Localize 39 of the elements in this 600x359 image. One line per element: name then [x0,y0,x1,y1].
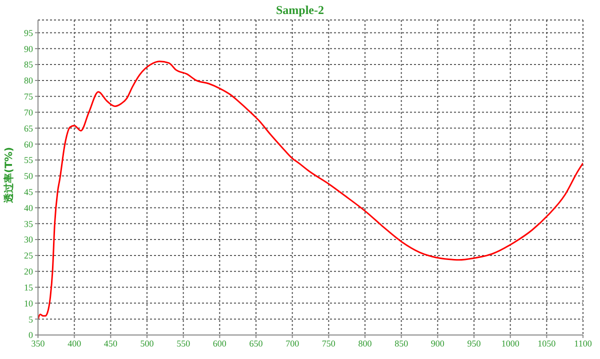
y-tick-label: 50 [24,171,34,182]
x-tick-label: 450 [104,338,118,348]
y-tick-label: 65 [24,123,34,134]
y-tick-label: 10 [24,298,34,308]
x-tick-label: 400 [68,338,82,348]
y-tick-label: 45 [24,187,34,198]
y-tick-label: 70 [24,107,34,118]
y-tick-label: 95 [24,28,34,38]
x-tick-label: 900 [430,338,445,348]
y-tick-label: 5 [28,314,34,324]
x-tick-label: 1000 [501,338,520,348]
y-tick-label: 60 [24,139,34,150]
x-tick-label: 1050 [538,338,556,348]
line-series [38,60,583,320]
y-tick-label: 25 [24,250,34,261]
y-tick-label: 75 [24,92,34,102]
x-tick-label: 800 [358,338,372,348]
chart-title: Sample-2 [275,3,325,18]
x-tick-label: 750 [322,338,336,348]
x-tick-label: 650 [249,338,264,348]
x-tick-label: 600 [212,338,227,348]
y-tick-label: 20 [24,266,34,277]
y-tick-label: 80 [24,76,34,86]
y-tick-label: 35 [24,218,34,229]
y-axis-title: 透过率(T%) [2,147,16,203]
x-tick-label: 500 [140,338,154,348]
y-tick-label: 40 [24,202,34,213]
y-tick-label: 90 [24,44,34,54]
x-tick-label: 950 [467,338,482,348]
y-tick-label: 0 [28,330,34,340]
y-tick-label: 30 [24,234,34,245]
x-tick-label: 850 [394,338,409,348]
x-tick-label: 1100 [574,338,592,348]
x-tick-label: 350 [31,338,46,348]
y-tick-label: 15 [24,282,34,292]
y-tick-label: 85 [24,60,34,70]
x-tick-label: 700 [286,338,300,348]
y-tick-label: 55 [24,155,34,166]
x-tick-label: 550 [176,338,191,348]
